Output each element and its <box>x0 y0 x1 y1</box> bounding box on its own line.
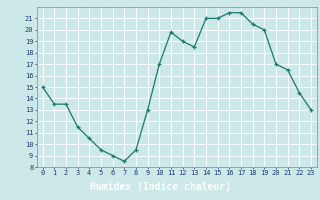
Text: Humidex (Indice chaleur): Humidex (Indice chaleur) <box>90 181 230 192</box>
